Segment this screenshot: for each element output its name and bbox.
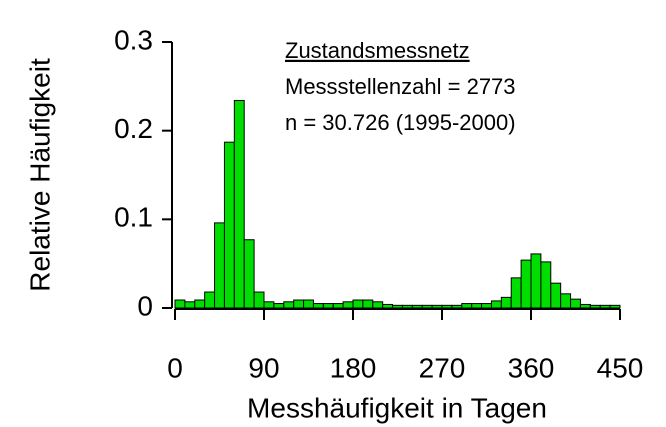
bar [471, 303, 483, 309]
x-tick-label: 180 [330, 352, 377, 383]
bar [421, 304, 433, 309]
bar [283, 301, 295, 309]
bar [342, 301, 354, 309]
bar [530, 253, 542, 309]
x-axis-label: Messhäufigkeit in Tagen [247, 392, 547, 423]
bar [579, 303, 591, 309]
bar [589, 304, 601, 309]
y-tick-label: 0 [137, 290, 153, 321]
bar [560, 293, 572, 309]
bar [263, 301, 275, 309]
annotation: Messstellenzahl = 2773 [285, 74, 516, 99]
bar [223, 141, 235, 309]
bar [303, 299, 314, 309]
bar [609, 304, 621, 309]
bar [352, 299, 364, 309]
y-tick-label: 0.3 [114, 24, 153, 55]
bar [174, 299, 186, 309]
bar [233, 100, 245, 309]
bar [273, 303, 285, 309]
bar [490, 300, 502, 309]
bar [540, 261, 552, 309]
bar [204, 291, 216, 309]
bar [520, 259, 532, 309]
y-tick-label: 0.2 [114, 113, 153, 144]
bar [243, 239, 255, 309]
x-tick-label: 450 [597, 352, 644, 383]
bar [411, 304, 423, 309]
x-tick-label: 360 [508, 352, 555, 383]
x-tick-label: 90 [248, 352, 279, 383]
bar [461, 303, 473, 309]
y-tick-label: 0.1 [114, 202, 153, 233]
bar [481, 303, 492, 309]
bar [431, 304, 443, 309]
bar [312, 303, 324, 309]
bar [332, 303, 344, 309]
bar [194, 299, 206, 309]
bar [293, 299, 305, 309]
annotation: Zustandsmessnetz [285, 38, 470, 63]
annotation: n = 30.726 (1995-2000) [285, 110, 516, 135]
bar [372, 301, 384, 309]
y-axis-label: Relative Häufigkeit [24, 58, 55, 292]
bar [184, 301, 196, 309]
bar [510, 277, 522, 309]
bar [599, 304, 611, 309]
bar [322, 303, 334, 309]
bar [451, 304, 463, 309]
bar [362, 299, 374, 309]
bar [500, 296, 512, 309]
bar [214, 222, 225, 309]
bar [401, 304, 413, 309]
bar [253, 291, 265, 309]
bar [570, 298, 581, 309]
bar [392, 304, 403, 309]
x-tick-label: 270 [419, 352, 466, 383]
bar [382, 303, 394, 309]
bar [550, 282, 562, 309]
bar [441, 304, 453, 309]
x-tick-label: 0 [167, 352, 183, 383]
